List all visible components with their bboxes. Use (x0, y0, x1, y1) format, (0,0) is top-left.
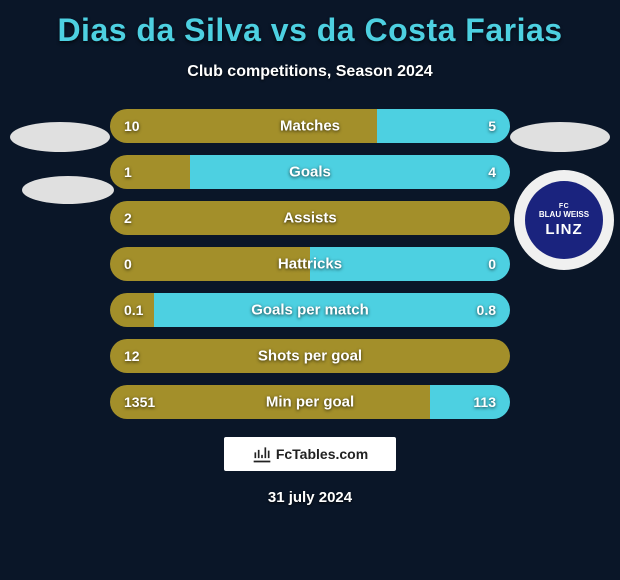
source-badge: FcTables.com (224, 437, 396, 471)
bar-right (430, 385, 510, 419)
stat-row: Min per goal1351113 (110, 385, 510, 419)
bar-right (154, 293, 510, 327)
stat-row: Matches105 (110, 109, 510, 143)
bar-left (110, 385, 430, 419)
bar-left (110, 109, 377, 143)
comparison-title: Dias da Silva vs da Costa Farias (0, 0, 620, 49)
bar-right (377, 109, 510, 143)
stat-row: Assists2 (110, 201, 510, 235)
stat-row: Shots per goal12 (110, 339, 510, 373)
comparison-subtitle: Club competitions, Season 2024 (0, 63, 620, 81)
bar-left (110, 293, 154, 327)
comparison-chart: Matches105 Goals14 Assists2 Hattricks00 Goal… (0, 109, 620, 419)
stat-row: Hattricks00 (110, 247, 510, 281)
stat-row: Goals14 (110, 155, 510, 189)
bar-left (110, 339, 510, 373)
chart-icon (252, 444, 272, 464)
bar-left (110, 247, 310, 281)
source-brand-text: FcTables.com (276, 446, 368, 462)
bar-left (110, 201, 510, 235)
bar-right (190, 155, 510, 189)
bar-right (310, 247, 510, 281)
snapshot-date: 31 july 2024 (0, 489, 620, 506)
bar-left (110, 155, 190, 189)
stat-row: Goals per match0.10.8 (110, 293, 510, 327)
